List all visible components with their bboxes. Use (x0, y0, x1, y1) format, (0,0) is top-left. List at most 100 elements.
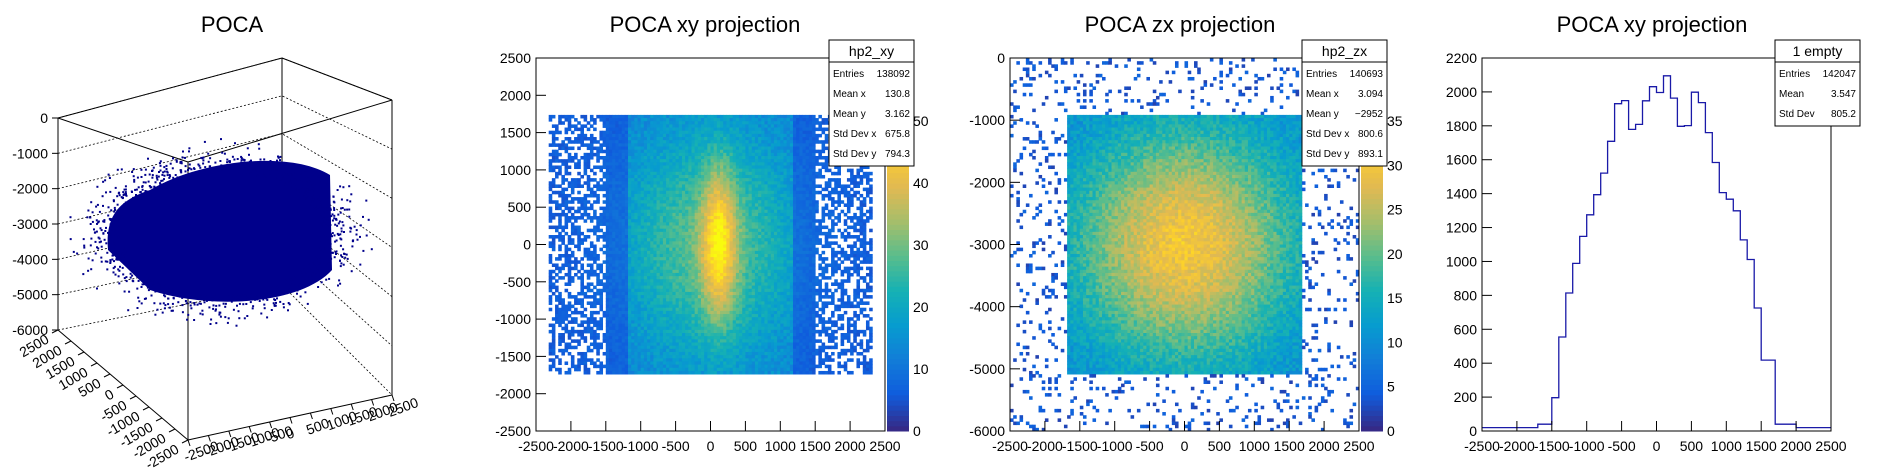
heatmap-cell (805, 181, 810, 185)
heatmap-cell (647, 206, 651, 211)
heatmap-cell (577, 231, 581, 236)
scatter-point (303, 195, 306, 198)
heatmap-cell (802, 174, 807, 179)
heatmap-cell (631, 184, 635, 188)
heatmap-cell (628, 241, 632, 245)
heatmap-cell (808, 257, 813, 261)
scatter-point (319, 248, 322, 251)
heatmap-cell (662, 165, 667, 170)
scatter-point (139, 191, 142, 193)
heatmap-cell (786, 247, 791, 252)
scatter-point (311, 200, 314, 203)
heatmap-cell (659, 257, 664, 261)
heatmap-cell (792, 253, 797, 258)
heatmap-cell (643, 253, 648, 258)
heatmap-cell (643, 174, 648, 179)
heatmap-cell (612, 235, 616, 239)
heatmap-cell (561, 200, 565, 204)
heatmap-cell (548, 130, 553, 135)
heatmap-cell (675, 225, 680, 230)
heatmap-cell (799, 231, 803, 236)
heatmap-cell (659, 155, 664, 160)
scatter-point (289, 278, 292, 281)
heatmap-cell (716, 250, 721, 255)
heatmap-cell (697, 253, 702, 258)
heatmap-cell (691, 124, 696, 128)
heatmap-cell (735, 247, 740, 252)
heatmap-cell (704, 178, 708, 182)
scatter-point (331, 213, 334, 216)
heatmap-cell (580, 174, 584, 179)
heatmap-cell (577, 238, 581, 242)
heatmap-cell (761, 127, 765, 132)
heatmap-cell (580, 231, 584, 236)
heatmap-cell (713, 225, 718, 230)
heatmap-cell (796, 143, 800, 147)
heatmap-cell (589, 241, 594, 245)
heatmap-cell (729, 235, 734, 239)
heatmap-cell (792, 244, 797, 249)
heatmap-cell (669, 206, 673, 211)
heatmap-cell (640, 178, 645, 182)
heatmap-cell (729, 241, 734, 245)
heatmap-cell (599, 118, 604, 122)
heatmap-cell (808, 231, 813, 236)
scatter-point (305, 271, 308, 274)
heatmap-cell (700, 247, 705, 252)
heatmap-cell (723, 174, 727, 179)
heatmap-cell (773, 260, 778, 264)
heatmap-cell (656, 231, 661, 236)
heatmap-cell (653, 114, 657, 119)
heatmap-cell (729, 171, 734, 176)
heatmap-cell (767, 114, 772, 119)
heatmap-cell (716, 216, 721, 220)
heatmap-cell (704, 140, 708, 144)
heatmap-cell (710, 146, 715, 151)
heatmap-cell (818, 162, 822, 166)
heatmap-cell (812, 165, 816, 170)
heatmap-cell (659, 181, 664, 185)
heatmap-cell (754, 260, 759, 264)
heatmap-cell (564, 149, 569, 154)
heatmap-cell (681, 241, 686, 245)
heatmap-cell (608, 168, 613, 173)
heatmap-cell (710, 260, 715, 264)
heatmap-cell (745, 197, 749, 201)
heatmap-cell (672, 222, 676, 226)
heatmap-cell (735, 241, 740, 245)
heatmap-cell (621, 250, 626, 255)
heatmap-cell (808, 222, 813, 226)
heatmap-cell (659, 225, 664, 230)
heatmap-cell (631, 212, 635, 217)
heatmap-cell (678, 235, 683, 239)
heatmap-cell (577, 260, 581, 264)
heatmap-cell (780, 121, 784, 125)
scatter-point (276, 285, 279, 288)
heatmap-cell (808, 137, 813, 141)
scatter-point (145, 274, 148, 277)
heatmap-cell (770, 209, 775, 214)
heatmap-cell (666, 159, 670, 163)
heatmap-cell (796, 149, 800, 154)
scatter-point (329, 257, 332, 260)
heatmap-cell (599, 222, 604, 226)
heatmap-cell (818, 121, 822, 125)
scatter-point (69, 238, 72, 241)
heatmap-cell (669, 225, 673, 230)
heatmap-cell (856, 219, 861, 223)
heatmap-cell (697, 206, 702, 211)
heatmap-cell (551, 114, 556, 119)
heatmap-cell (672, 238, 676, 242)
heatmap-cell (720, 133, 724, 138)
heatmap-cell (694, 184, 699, 188)
heatmap-cell (640, 181, 645, 185)
heatmap-cell (605, 143, 610, 147)
scatter-point (181, 156, 184, 159)
heatmap-cell (850, 171, 854, 176)
heatmap-cell (580, 133, 584, 138)
heatmap-cell (628, 181, 632, 185)
heatmap-cell (704, 171, 708, 176)
heatmap-cell (678, 219, 683, 223)
heatmap-cell (751, 203, 756, 207)
scatter-point (315, 253, 318, 255)
